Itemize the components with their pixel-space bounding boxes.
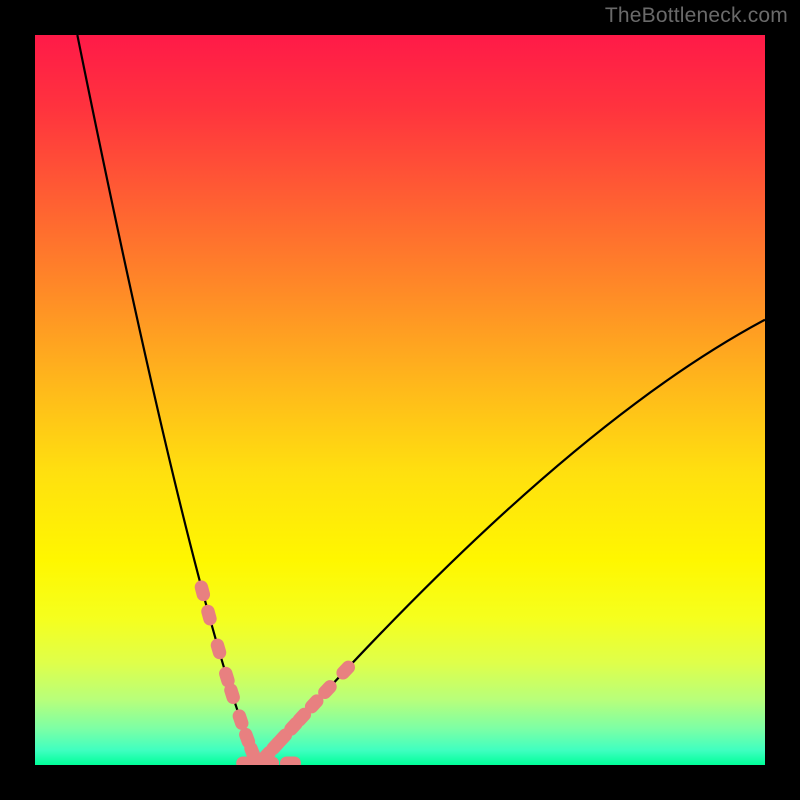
curve-marker [231,708,249,731]
bottleneck-curve [35,35,765,765]
watermark-text: TheBottleneck.com [605,4,788,28]
curve-marker [281,757,301,765]
plot-area [35,35,765,765]
curve-marker [194,580,211,603]
curve-marker [210,638,227,661]
curve-marker [237,757,257,765]
curve-marker [200,604,217,627]
